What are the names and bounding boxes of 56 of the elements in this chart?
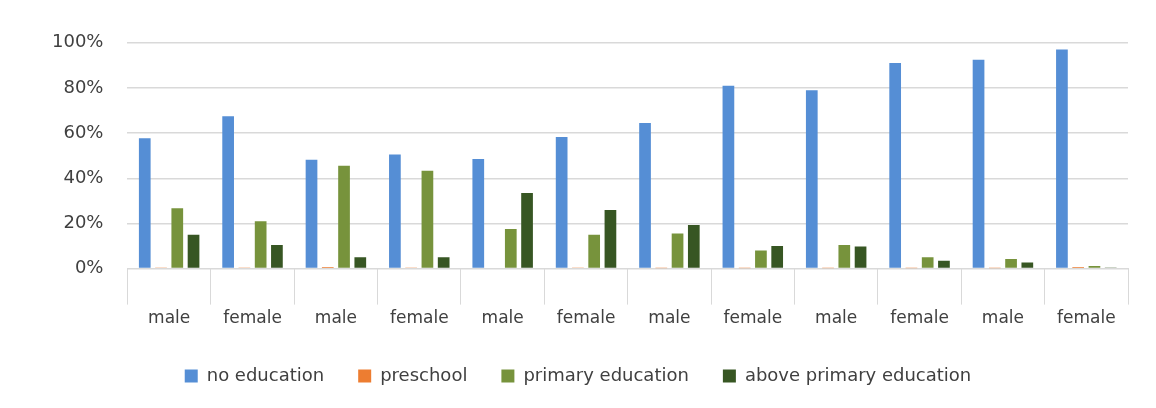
x-tick-label: male <box>981 307 1025 328</box>
bar <box>254 221 267 268</box>
bar <box>687 225 700 268</box>
bar <box>771 246 784 268</box>
y-tick-label: 80% <box>63 75 104 97</box>
x-tick-label: male <box>815 307 858 328</box>
bar <box>1021 262 1034 268</box>
y-tick-label: 20% <box>63 211 104 233</box>
bar <box>639 122 651 268</box>
legend-label: above primary education <box>744 363 972 385</box>
bar <box>588 234 601 268</box>
bar <box>138 138 151 268</box>
bar <box>504 229 517 268</box>
bar <box>889 63 902 268</box>
x-tick-label: male <box>648 307 691 328</box>
bar <box>187 234 200 268</box>
x-tick-label: female <box>389 307 449 328</box>
bar <box>1005 258 1017 268</box>
bar <box>271 244 283 268</box>
x-tick-label: male <box>481 307 524 328</box>
x-tick-label: female <box>723 307 783 328</box>
x-tick-label: female <box>890 307 949 328</box>
y-tick-label: 40% <box>63 165 104 187</box>
bar <box>921 257 934 268</box>
x-tick-label: male <box>314 307 357 328</box>
bar <box>838 244 851 268</box>
bar <box>171 208 184 268</box>
bar <box>854 246 867 268</box>
bar <box>671 233 684 268</box>
x-tick-label: female <box>223 307 282 328</box>
bar <box>305 159 318 268</box>
x-tick-label: male <box>148 307 191 328</box>
x-tick-label: female <box>1057 307 1116 328</box>
bar <box>222 116 234 268</box>
y-tick-label: 100% <box>51 30 104 52</box>
bar <box>755 250 767 268</box>
legend-label: no education <box>206 363 325 385</box>
x-tick-label: female <box>556 307 616 328</box>
legend-label: primary education <box>523 363 689 385</box>
y-tick-label: 0% <box>74 256 104 278</box>
bar <box>354 257 367 268</box>
bar <box>555 136 568 268</box>
legend-label: preschool <box>380 363 468 385</box>
bar <box>805 90 818 268</box>
y-tick-label: 60% <box>63 120 104 142</box>
bar <box>338 165 350 268</box>
bar <box>437 257 450 268</box>
bar <box>938 260 950 268</box>
bar <box>972 59 985 268</box>
bar <box>1056 49 1068 268</box>
bar <box>521 192 533 268</box>
bar <box>604 209 617 268</box>
bar <box>421 170 434 268</box>
bar <box>722 85 735 268</box>
bar <box>472 159 485 268</box>
bar <box>389 154 401 268</box>
